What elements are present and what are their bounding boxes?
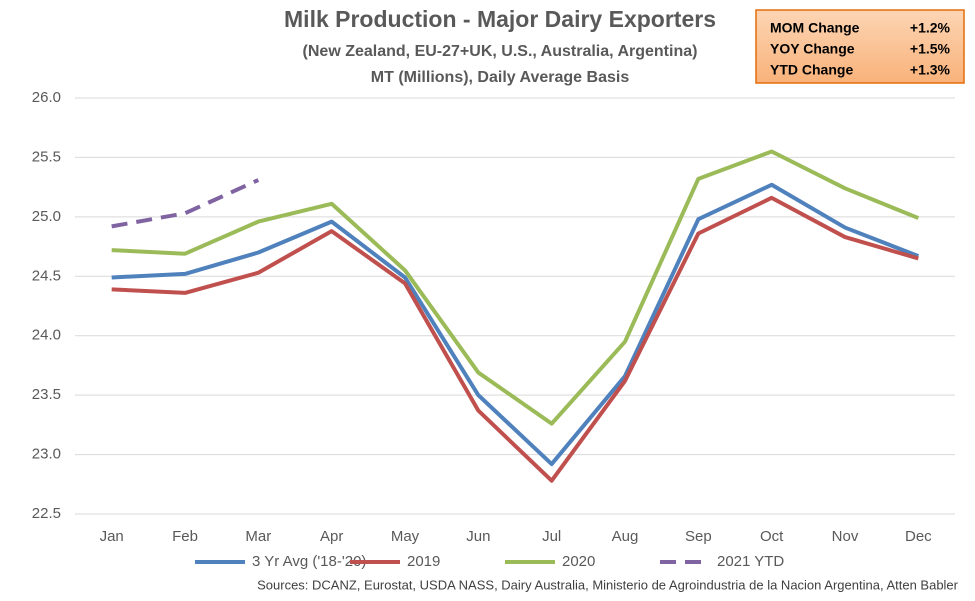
change-label: MOM Change	[770, 20, 860, 36]
change-value: +1.5%	[910, 41, 951, 57]
legend-label: 2019	[407, 553, 440, 570]
series-line	[111, 182, 920, 467]
x-tick-label: Oct	[760, 528, 784, 545]
change-label: YTD Change	[770, 62, 853, 78]
x-tick-label: Jul	[542, 528, 561, 545]
legend-label: 2021 YTD	[717, 553, 784, 570]
x-tick-label: Feb	[172, 528, 198, 545]
change-value: +1.2%	[910, 20, 951, 36]
x-tick-label: Jun	[466, 528, 490, 545]
y-tick-label: 24.0	[32, 327, 61, 344]
series-line	[111, 195, 919, 483]
y-tick-label: 23.0	[32, 446, 61, 463]
y-tick-label: 24.5	[32, 267, 61, 284]
y-tick-label: 25.0	[32, 208, 61, 225]
y-axis-label: MT (Millions), Daily Average Basis	[371, 69, 630, 86]
y-tick-label: 26.0	[32, 89, 61, 106]
x-tick-label: Aug	[612, 528, 639, 545]
change-value: +1.3%	[910, 62, 951, 78]
y-tick-label: 23.5	[32, 386, 61, 403]
x-tick-label: Sep	[685, 528, 712, 545]
y-tick-label: 25.5	[32, 148, 61, 165]
change-box	[755, 9, 965, 84]
x-tick-label: May	[391, 528, 420, 545]
chart-subtitle: (New Zealand, EU-27+UK, U.S., Australia,…	[303, 43, 698, 60]
legend-label: 3 Yr Avg ('18-'20)	[252, 553, 366, 570]
x-tick-label: Dec	[905, 528, 932, 545]
x-tick-label: Apr	[320, 528, 343, 545]
change-label: YOY Change	[770, 41, 855, 57]
x-tick-label: Jan	[100, 528, 124, 545]
y-tick-label: 22.5	[32, 505, 61, 522]
chart-title: Milk Production - Major Dairy Exporters	[284, 6, 716, 32]
series-line	[111, 149, 920, 426]
legend-label: 2020	[562, 553, 595, 570]
series-line	[111, 178, 260, 229]
source-note: Sources: DCANZ, Eurostat, USDA NASS, Dai…	[257, 577, 959, 592]
x-tick-label: Nov	[832, 528, 859, 545]
x-tick-label: Mar	[245, 528, 271, 545]
